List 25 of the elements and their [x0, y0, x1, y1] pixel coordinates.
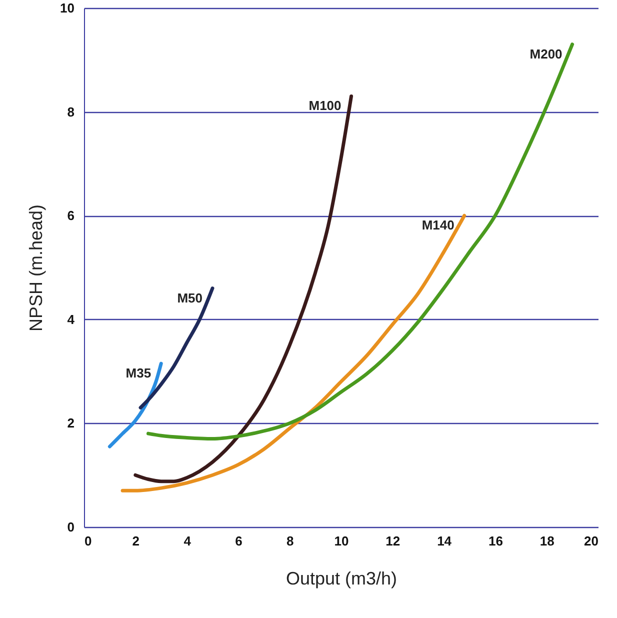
x-tick-label: 20 — [584, 534, 598, 548]
series-label: M200 — [530, 46, 562, 62]
y-tick-label: 10 — [60, 0, 74, 16]
x-tick-label: 14 — [437, 534, 452, 548]
y-tick-label: 8 — [67, 104, 74, 120]
y-axis-title: NPSH (m.head) — [26, 204, 46, 332]
x-axis-title: Output (m3/h) — [286, 568, 398, 588]
x-tick-label: 0 — [84, 534, 92, 548]
x-tick-label: 16 — [488, 534, 503, 548]
y-tick-label: 0 — [67, 520, 74, 534]
x-tick-label: 18 — [540, 534, 554, 548]
y-tick-label: 6 — [67, 208, 74, 224]
x-tick-label: 8 — [286, 534, 294, 548]
line-series — [120, 214, 466, 492]
y-tick-label: 4 — [67, 312, 76, 327]
series-label: M140 — [422, 218, 454, 233]
x-tick-label: 12 — [386, 534, 400, 548]
x-tick-label: 2 — [132, 534, 140, 548]
x-tick-label: 10 — [334, 534, 349, 548]
series-label: M50 — [177, 290, 202, 306]
series-label: M100 — [308, 98, 342, 114]
x-tick-label: 4 — [184, 534, 192, 548]
x-tick-label: 6 — [235, 534, 242, 548]
y-tick-label: 2 — [67, 416, 74, 431]
series-label: M35 — [126, 366, 152, 381]
